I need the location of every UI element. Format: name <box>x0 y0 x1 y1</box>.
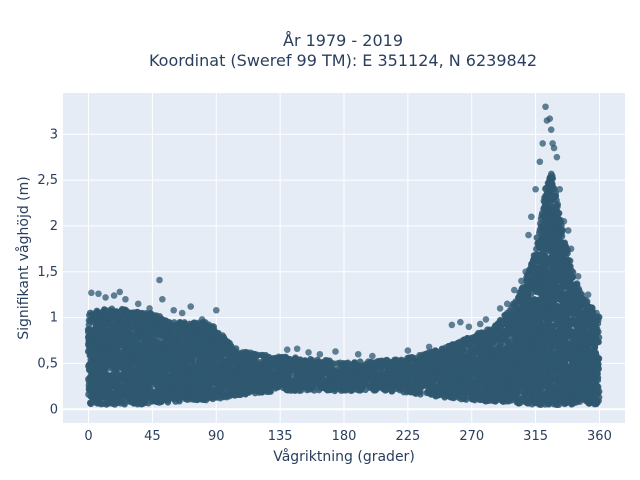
chart-title-line2: Koordinat (Sweref 99 TM): E 351124, N 62… <box>149 51 537 70</box>
data-points <box>84 103 603 408</box>
chart-title-line1: År 1979 - 2019 <box>283 31 403 50</box>
